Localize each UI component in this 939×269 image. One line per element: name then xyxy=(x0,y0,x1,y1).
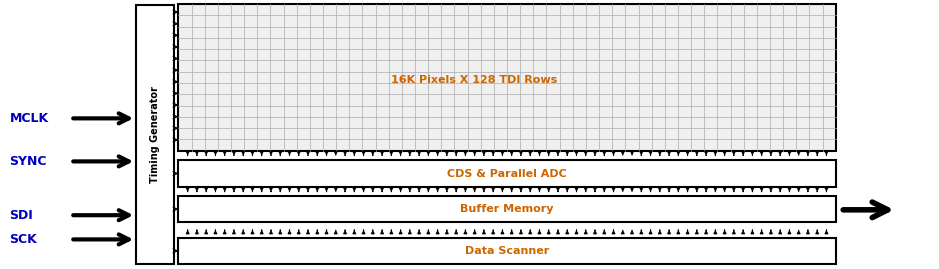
Text: Buffer Memory: Buffer Memory xyxy=(460,204,554,214)
Text: MCLK: MCLK xyxy=(9,112,49,125)
Text: CDS & Parallel ADC: CDS & Parallel ADC xyxy=(447,168,567,179)
Bar xyxy=(136,5,174,264)
Text: Timing Generator: Timing Generator xyxy=(150,86,160,183)
Text: 16K Pixels X 128 TDI Rows: 16K Pixels X 128 TDI Rows xyxy=(391,75,558,85)
Bar xyxy=(178,196,836,222)
Text: SDI: SDI xyxy=(9,209,33,222)
Text: SCK: SCK xyxy=(9,233,38,246)
Text: Data Scanner: Data Scanner xyxy=(465,246,549,256)
Bar xyxy=(178,160,836,187)
Bar xyxy=(178,4,836,151)
Bar xyxy=(178,238,836,264)
Text: SYNC: SYNC xyxy=(9,155,47,168)
